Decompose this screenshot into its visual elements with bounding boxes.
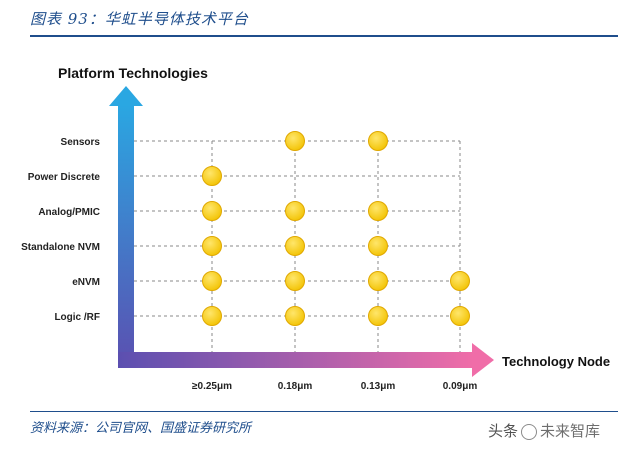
data-point <box>368 236 388 256</box>
watermark: 头条 未来智库 <box>488 420 600 441</box>
x-tick-label: 0.09μm <box>443 381 478 392</box>
data-point <box>285 306 305 326</box>
data-point <box>368 201 388 221</box>
source-rule <box>30 411 618 412</box>
data-points <box>202 131 470 326</box>
x-tick-label: ≥0.25μm <box>192 381 232 392</box>
data-point <box>285 236 305 256</box>
data-point <box>285 201 305 221</box>
y-tick-label: Sensors <box>61 137 101 148</box>
watermark-logo-icon <box>521 423 538 440</box>
y-axis-arrowhead <box>109 86 143 106</box>
data-point <box>450 306 470 326</box>
y-axis-bar <box>118 104 134 368</box>
y-tick-label: eNVM <box>72 277 100 288</box>
data-point <box>202 271 222 291</box>
x-axis-title: Technology Node <box>502 354 610 369</box>
x-tick-labels: ≥0.25μm 0.18μm 0.13μm 0.09μm <box>192 381 477 392</box>
y-tick-label: Analog/PMIC <box>38 207 100 218</box>
data-point <box>368 306 388 326</box>
data-point <box>368 131 388 151</box>
x-axis-arrowhead <box>472 343 494 377</box>
x-tick-label: 0.13μm <box>361 381 396 392</box>
x-tick-label: 0.18μm <box>278 381 313 392</box>
x-axis-bar <box>118 352 474 368</box>
y-tick-label: Power Discrete <box>28 172 101 183</box>
data-point <box>202 201 222 221</box>
figure-source: 资料来源：公司官网、国盛证券研究所 <box>30 421 252 436</box>
watermark-right: 未来智库 <box>540 422 601 440</box>
data-point <box>450 271 470 291</box>
data-point <box>285 271 305 291</box>
y-tick-label: Standalone NVM <box>21 242 100 253</box>
y-tick-labels: Logic /RF eNVM Standalone NVM Analog/PMIC Po… <box>21 137 100 323</box>
data-point <box>202 306 222 326</box>
title-rule <box>30 35 618 37</box>
data-point <box>202 236 222 256</box>
figure-title: 图表 93：华虹半导体技术平台 <box>30 10 249 28</box>
y-tick-label: Logic /RF <box>54 312 100 323</box>
y-axis-title: Platform Technologies <box>58 65 208 81</box>
data-point <box>202 166 222 186</box>
data-point <box>285 131 305 151</box>
watermark-left: 头条 <box>488 422 519 440</box>
data-point <box>368 271 388 291</box>
